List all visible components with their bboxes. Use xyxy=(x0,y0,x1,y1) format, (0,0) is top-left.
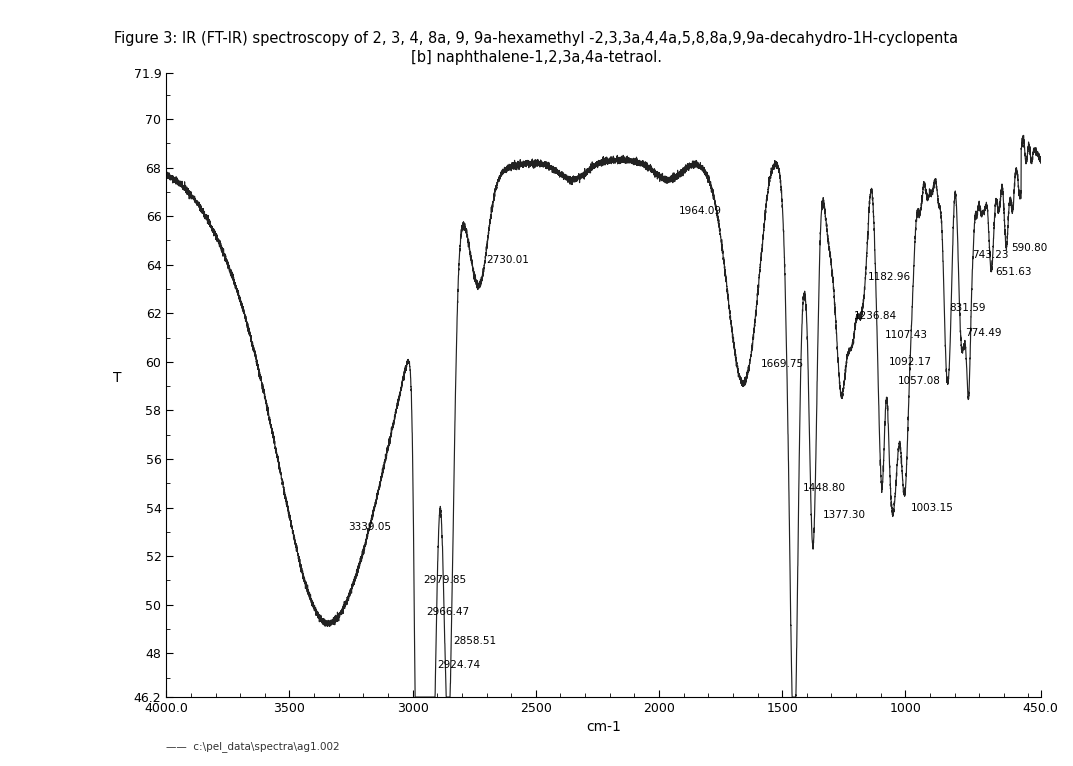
Text: 743.23: 743.23 xyxy=(972,250,1009,260)
Text: 1057.08: 1057.08 xyxy=(898,376,941,386)
Text: 1964.09: 1964.09 xyxy=(679,206,722,216)
Y-axis label: T: T xyxy=(113,371,121,385)
X-axis label: cm-1: cm-1 xyxy=(586,721,621,735)
Text: Figure 3: IR (FT-IR) spectroscopy of 2, 3, 4, 8a, 9, 9a-hexamethyl -2,3,3a,4,4a,: Figure 3: IR (FT-IR) spectroscopy of 2, … xyxy=(115,31,958,46)
Text: 1107.43: 1107.43 xyxy=(885,330,928,340)
Text: 651.63: 651.63 xyxy=(996,267,1032,277)
Text: 831.59: 831.59 xyxy=(950,303,986,313)
Text: 1092.17: 1092.17 xyxy=(890,357,932,367)
Text: 2730.01: 2730.01 xyxy=(486,255,529,265)
Text: [b] naphthalene-1,2,3a,4a-tetraol.: [b] naphthalene-1,2,3a,4a-tetraol. xyxy=(411,50,662,65)
Text: 3339.05: 3339.05 xyxy=(349,522,392,532)
Text: 2966.47: 2966.47 xyxy=(426,607,470,617)
Text: 1236.84: 1236.84 xyxy=(854,311,897,321)
Text: 1669.75: 1669.75 xyxy=(761,359,804,369)
Text: 2924.74: 2924.74 xyxy=(438,660,481,670)
Text: 1182.96: 1182.96 xyxy=(868,272,911,282)
Text: 1377.30: 1377.30 xyxy=(823,510,866,520)
Text: 1003.15: 1003.15 xyxy=(911,502,954,512)
Text: ——  c:\pel_data\spectra\ag1.002: —— c:\pel_data\spectra\ag1.002 xyxy=(166,741,340,752)
Text: 2979.85: 2979.85 xyxy=(423,575,466,585)
Text: 1448.80: 1448.80 xyxy=(803,483,847,493)
Text: 774.49: 774.49 xyxy=(966,328,1002,338)
Text: 2858.51: 2858.51 xyxy=(453,637,496,647)
Text: 590.80: 590.80 xyxy=(1012,243,1047,253)
